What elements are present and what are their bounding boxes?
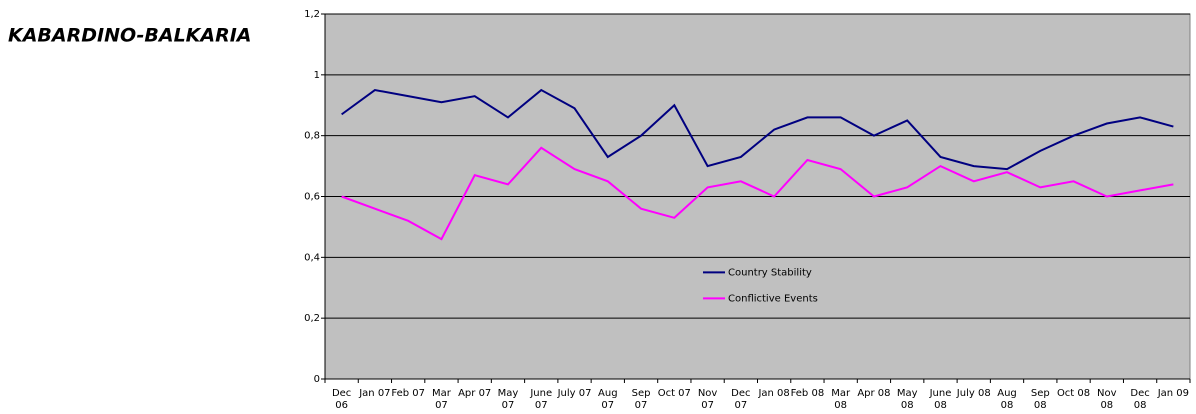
x-tick-label: Jan 07 bbox=[359, 388, 391, 399]
x-tick-label: Oct 07 bbox=[657, 388, 691, 399]
x-tick-label: May 08 bbox=[896, 388, 918, 411]
y-tick-label: 0,2 bbox=[304, 313, 320, 324]
x-tick-label: July 07 bbox=[557, 388, 592, 399]
x-tick-label: Aug 07 bbox=[598, 388, 618, 411]
legend-label: Country Stability bbox=[728, 267, 812, 278]
x-tick-label: Feb 07 bbox=[391, 388, 425, 399]
x-tick-label: May 07 bbox=[497, 388, 519, 411]
x-tick-label: Dec 06 bbox=[331, 388, 352, 411]
y-tick-label: 1,2 bbox=[304, 9, 320, 20]
x-tick-label: Apr 07 bbox=[458, 388, 492, 399]
x-tick-label: Dec 08 bbox=[1130, 388, 1150, 411]
legend-label: Conflictive Events bbox=[728, 293, 818, 304]
x-tick-label: Oct 08 bbox=[1056, 388, 1091, 399]
y-tick-label: 1 bbox=[314, 70, 320, 81]
x-tick-label: Jan 08 bbox=[758, 388, 790, 399]
x-tick-label: Jan 09 bbox=[1157, 388, 1190, 399]
data-line bbox=[341, 146, 1174, 241]
x-tick-label: Mar 07 bbox=[432, 388, 451, 411]
x-tick-label: June 08 bbox=[929, 388, 952, 411]
y-tick-label: 0,4 bbox=[304, 252, 320, 263]
x-tick-label: Sep 08 bbox=[1030, 388, 1050, 411]
x-tick-label: Aug 08 bbox=[997, 388, 1017, 411]
x-tick-label: Sep 07 bbox=[631, 388, 651, 411]
y-tick-label: 0 bbox=[314, 374, 320, 385]
x-tick-label: June 07 bbox=[530, 388, 553, 411]
data-line bbox=[341, 88, 1174, 171]
x-tick-label: Mar 08 bbox=[831, 388, 851, 411]
x-tick-label: Nov 08 bbox=[1097, 388, 1117, 411]
x-tick-label: Feb 08 bbox=[790, 388, 825, 399]
chart-title: KABARDINO-BALKARIA bbox=[8, 25, 252, 47]
x-tick-label: July 08 bbox=[956, 388, 991, 399]
y-tick-label: 0,8 bbox=[304, 131, 320, 142]
x-tick-label: Apr 08 bbox=[857, 388, 891, 399]
x-tick-label: Dec 07 bbox=[731, 388, 751, 411]
y-tick-label: 0,6 bbox=[304, 192, 320, 203]
x-tick-label: Nov 07 bbox=[697, 388, 718, 411]
